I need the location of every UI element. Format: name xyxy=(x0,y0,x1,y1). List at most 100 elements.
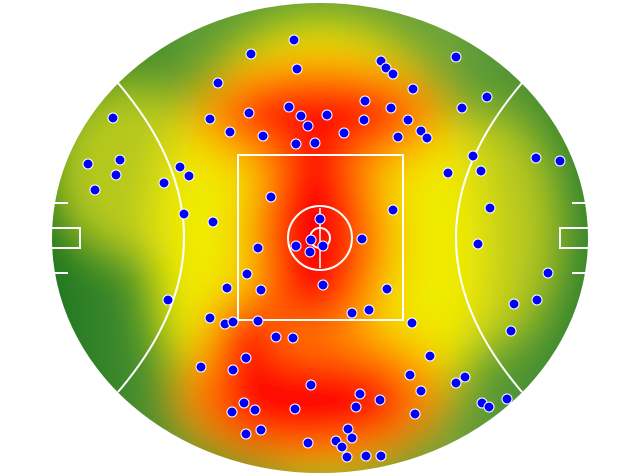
point xyxy=(467,150,479,162)
point xyxy=(459,371,471,383)
point xyxy=(227,364,239,376)
point xyxy=(554,155,566,167)
point xyxy=(338,127,350,139)
point xyxy=(363,304,375,316)
point xyxy=(158,177,170,189)
point xyxy=(456,102,468,114)
point xyxy=(302,120,314,132)
point xyxy=(321,109,333,121)
point xyxy=(501,393,513,405)
point xyxy=(483,401,495,413)
field-lines xyxy=(52,82,588,393)
point xyxy=(309,137,321,149)
point xyxy=(110,169,122,181)
point xyxy=(407,83,419,95)
point xyxy=(359,95,371,107)
point xyxy=(291,63,303,75)
point xyxy=(314,213,326,225)
point xyxy=(336,441,348,453)
point xyxy=(249,404,261,416)
point xyxy=(402,114,414,126)
point xyxy=(204,312,216,324)
point xyxy=(358,114,370,126)
point xyxy=(387,204,399,216)
point xyxy=(288,34,300,46)
point xyxy=(442,167,454,179)
point xyxy=(392,131,404,143)
point xyxy=(505,325,517,337)
point xyxy=(240,352,252,364)
point xyxy=(257,130,269,142)
point xyxy=(472,238,484,250)
point xyxy=(380,62,392,74)
point xyxy=(290,240,302,252)
point xyxy=(290,138,302,150)
point xyxy=(346,432,358,444)
point xyxy=(350,401,362,413)
point xyxy=(174,161,186,173)
point xyxy=(204,113,216,125)
point xyxy=(245,48,257,60)
point xyxy=(484,202,496,214)
point xyxy=(255,424,267,436)
point xyxy=(221,282,233,294)
point xyxy=(317,279,329,291)
point xyxy=(305,379,317,391)
point xyxy=(255,284,267,296)
point xyxy=(82,158,94,170)
point xyxy=(240,428,252,440)
point xyxy=(283,101,295,113)
point xyxy=(178,208,190,220)
point xyxy=(354,388,366,400)
point xyxy=(542,267,554,279)
point xyxy=(375,450,387,462)
point xyxy=(346,307,358,319)
point xyxy=(238,397,250,409)
point xyxy=(374,394,386,406)
point xyxy=(252,315,264,327)
point xyxy=(530,152,542,164)
point xyxy=(241,268,253,280)
point xyxy=(381,283,393,295)
point xyxy=(406,317,418,329)
point xyxy=(304,246,316,258)
point xyxy=(421,132,433,144)
point xyxy=(508,298,520,310)
point xyxy=(415,385,427,397)
point xyxy=(162,294,174,306)
point xyxy=(317,240,329,252)
point xyxy=(289,403,301,415)
point xyxy=(450,377,462,389)
point xyxy=(212,77,224,89)
point xyxy=(387,68,399,80)
point xyxy=(360,450,372,462)
point xyxy=(341,451,353,463)
point xyxy=(302,437,314,449)
point xyxy=(252,242,264,254)
point xyxy=(450,51,462,63)
point xyxy=(89,184,101,196)
point xyxy=(415,125,427,137)
point xyxy=(287,332,299,344)
point xyxy=(409,408,421,420)
point xyxy=(531,294,543,306)
point xyxy=(183,170,195,182)
point xyxy=(107,112,119,124)
point xyxy=(295,110,307,122)
point xyxy=(424,350,436,362)
point xyxy=(481,91,493,103)
point xyxy=(385,102,397,114)
point xyxy=(404,369,416,381)
point xyxy=(265,191,277,203)
point xyxy=(227,316,239,328)
point xyxy=(342,423,354,435)
point xyxy=(114,154,126,166)
point xyxy=(195,361,207,373)
point xyxy=(356,233,368,245)
point xyxy=(226,406,238,418)
point xyxy=(243,107,255,119)
point xyxy=(270,331,282,343)
